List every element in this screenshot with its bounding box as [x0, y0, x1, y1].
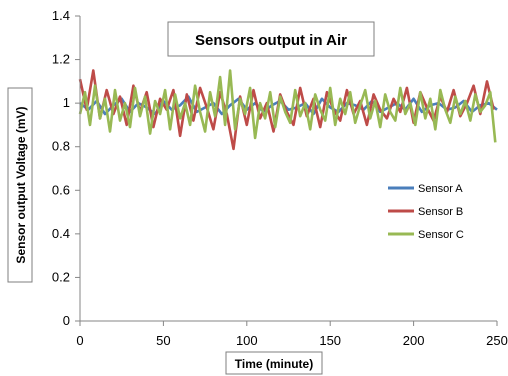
legend-label-sensor-a: Sensor A — [418, 183, 463, 195]
series-line-sensor-c — [78, 69, 497, 143]
y-tick-label: 1.2 — [52, 52, 70, 67]
plot-area — [78, 69, 498, 151]
x-tick-label: 150 — [319, 333, 341, 348]
x-tick-label: 200 — [403, 333, 425, 348]
y-tick-label: 1 — [63, 95, 70, 110]
y-axis-title-box — [7, 87, 33, 283]
legend-label-sensor-b: Sensor B — [418, 206, 463, 218]
x-axis-title-box — [225, 351, 323, 375]
legend-item-sensor-c: Sensor C — [388, 229, 464, 241]
y-tick-label: 0.2 — [52, 269, 70, 284]
legend-item-sensor-a: Sensor A — [388, 183, 463, 195]
y-axis-title-text: Sensor output Voltage (mV) — [14, 106, 28, 263]
chart-title-text: Sensors output in Air — [195, 32, 347, 49]
x-tick-label: 50 — [156, 333, 170, 348]
chart-title-box — [167, 21, 375, 57]
x-axis-title-text: Time (minute) — [235, 357, 313, 371]
series-line-sensor-b — [78, 69, 495, 151]
legend-item-sensor-b: Sensor B — [388, 206, 463, 218]
x-tick-label: 0 — [76, 333, 83, 348]
y-tick-label: 1.4 — [52, 8, 70, 23]
legend: Sensor A Sensor B Sensor C — [388, 183, 464, 241]
x-tick-label: 250 — [486, 333, 508, 348]
x-axis-title: Time (minute) — [225, 351, 323, 375]
y-axis-title: Sensor output Voltage (mV) — [7, 87, 33, 283]
y-tick-label: 0.6 — [52, 182, 70, 197]
legend-label-sensor-c: Sensor C — [418, 229, 464, 241]
y-tick-label: 0 — [63, 313, 70, 328]
y-tick-label: 0.4 — [52, 226, 70, 241]
chart-title: Sensors output in Air — [167, 21, 375, 57]
x-tick-label: 100 — [236, 333, 258, 348]
y-tick-label: 0.8 — [52, 139, 70, 154]
axes: 0 0.2 0.4 0.6 0.8 1 1.2 1.4 0 50 100 150 200 250 — [52, 8, 508, 348]
